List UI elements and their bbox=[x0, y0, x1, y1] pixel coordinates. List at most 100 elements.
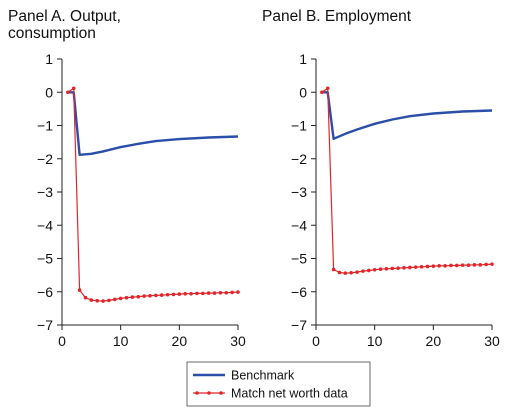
y-tick-label: 1 bbox=[45, 51, 53, 67]
data-point-match-net-worth-data bbox=[159, 293, 164, 297]
data-point-match-net-worth-data bbox=[337, 270, 342, 275]
y-tick-label: −7 bbox=[291, 317, 307, 333]
y-tick-label: −6 bbox=[291, 284, 307, 300]
data-point-match-net-worth-data bbox=[136, 294, 141, 299]
data-point-match-net-worth-data bbox=[408, 265, 412, 270]
data-point-match-net-worth-data bbox=[83, 295, 88, 300]
data-point-match-net-worth-data bbox=[195, 291, 199, 296]
y-tick-label: −5 bbox=[291, 251, 307, 267]
legend-marker-match-net-worth-data bbox=[219, 391, 223, 395]
data-point-match-net-worth-data bbox=[396, 266, 400, 270]
data-point-match-net-worth-data bbox=[484, 262, 488, 267]
data-point-match-net-worth-data bbox=[177, 292, 182, 296]
y-tick-label: −3 bbox=[291, 184, 307, 200]
series-line-benchmark bbox=[67, 91, 239, 157]
x-tick-label: 10 bbox=[113, 333, 129, 349]
data-point-match-net-worth-data bbox=[449, 263, 453, 268]
data-point-match-net-worth-data bbox=[431, 264, 436, 268]
data-point-match-net-worth-data bbox=[331, 267, 336, 272]
data-point-match-net-worth-data bbox=[201, 291, 205, 296]
y-tick-label: −1 bbox=[291, 118, 307, 134]
data-point-match-net-worth-data bbox=[413, 265, 418, 269]
x-tick-label: 20 bbox=[172, 333, 188, 349]
x-tick-label: 10 bbox=[367, 333, 383, 349]
data-point-match-net-worth-data bbox=[113, 297, 117, 302]
data-point-match-net-worth-data bbox=[118, 296, 123, 301]
data-point-match-net-worth-data bbox=[154, 293, 158, 298]
data-point-match-net-worth-data bbox=[372, 268, 377, 272]
data-point-match-net-worth-data bbox=[206, 291, 211, 295]
y-tick-label: −2 bbox=[37, 151, 53, 167]
data-point-match-net-worth-data bbox=[384, 267, 389, 271]
legend-marker-match-net-worth-data bbox=[195, 391, 199, 395]
data-point-match-net-worth-data bbox=[325, 86, 330, 91]
y-tick-label: −6 bbox=[37, 284, 53, 300]
y-tick-label: −2 bbox=[291, 151, 307, 167]
data-point-match-net-worth-data bbox=[402, 266, 406, 270]
data-point-match-net-worth-data bbox=[355, 270, 359, 274]
data-point-match-net-worth-data bbox=[212, 291, 217, 295]
data-point-match-net-worth-data bbox=[236, 290, 240, 294]
data-point-match-net-worth-data bbox=[455, 263, 459, 268]
x-tick-label: 0 bbox=[58, 333, 66, 349]
legend-box bbox=[186, 361, 371, 407]
y-tick-label: −5 bbox=[37, 251, 53, 267]
y-tick-label: 0 bbox=[299, 84, 307, 100]
y-tick-label: −7 bbox=[37, 317, 53, 333]
data-point-match-net-worth-data bbox=[77, 288, 82, 292]
data-point-match-net-worth-data bbox=[183, 291, 187, 296]
data-point-match-net-worth-data bbox=[390, 266, 395, 271]
legend-label-benchmark: Benchmark bbox=[231, 369, 295, 383]
legend-marker-match-net-worth-data bbox=[207, 391, 211, 395]
panel-title: Panel A. Output, bbox=[8, 8, 121, 25]
data-point-match-net-worth-data bbox=[478, 263, 483, 267]
x-tick-label: 30 bbox=[484, 333, 500, 349]
data-point-match-net-worth-data bbox=[218, 290, 223, 295]
x-tick-label: 30 bbox=[230, 333, 246, 349]
data-point-match-net-worth-data bbox=[367, 268, 371, 273]
data-point-match-net-worth-data bbox=[343, 271, 348, 275]
y-tick-label: −3 bbox=[37, 184, 53, 200]
legend-label-match-net-worth-data: Match net worth data bbox=[231, 387, 348, 401]
data-point-match-net-worth-data bbox=[361, 269, 365, 273]
data-point-match-net-worth-data bbox=[124, 295, 129, 300]
data-point-match-net-worth-data bbox=[224, 290, 229, 295]
data-point-match-net-worth-data bbox=[107, 298, 111, 303]
data-point-match-net-worth-data bbox=[460, 263, 465, 267]
x-tick-label: 0 bbox=[312, 333, 320, 349]
data-point-match-net-worth-data bbox=[490, 262, 494, 266]
data-point-match-net-worth-data bbox=[466, 263, 471, 267]
data-point-match-net-worth-data bbox=[320, 90, 324, 95]
data-point-match-net-worth-data bbox=[101, 299, 105, 303]
y-tick-label: 0 bbox=[45, 84, 53, 100]
data-point-match-net-worth-data bbox=[443, 264, 447, 268]
y-tick-label: −4 bbox=[291, 217, 307, 233]
data-point-match-net-worth-data bbox=[425, 264, 430, 269]
data-point-match-net-worth-data bbox=[378, 267, 383, 271]
series-line-match-net-worth-data bbox=[67, 87, 239, 302]
panel-a: Panel A. Output,consumption10−1−2−3−4−5−… bbox=[8, 8, 246, 349]
y-tick-label: −4 bbox=[37, 217, 53, 233]
x-tick-label: 20 bbox=[426, 333, 442, 349]
data-point-match-net-worth-data bbox=[142, 294, 146, 298]
panel-title: consumption bbox=[8, 25, 96, 42]
y-tick-label: 1 bbox=[299, 51, 307, 67]
data-point-match-net-worth-data bbox=[189, 291, 193, 296]
data-point-match-net-worth-data bbox=[419, 265, 424, 269]
data-point-match-net-worth-data bbox=[66, 90, 70, 95]
panel-title: Panel B. Employment bbox=[262, 8, 412, 25]
data-point-match-net-worth-data bbox=[165, 292, 170, 297]
series-line-benchmark bbox=[321, 91, 493, 141]
data-point-match-net-worth-data bbox=[71, 86, 76, 91]
data-point-match-net-worth-data bbox=[95, 298, 99, 303]
data-point-match-net-worth-data bbox=[89, 298, 94, 302]
data-point-match-net-worth-data bbox=[437, 264, 442, 268]
legend: Benchmark Match net worth data bbox=[186, 361, 371, 407]
data-point-match-net-worth-data bbox=[472, 263, 477, 267]
data-point-match-net-worth-data bbox=[349, 270, 354, 275]
data-point-match-net-worth-data bbox=[148, 293, 152, 298]
y-tick-label: −1 bbox=[37, 118, 53, 134]
data-point-match-net-worth-data bbox=[171, 292, 176, 297]
